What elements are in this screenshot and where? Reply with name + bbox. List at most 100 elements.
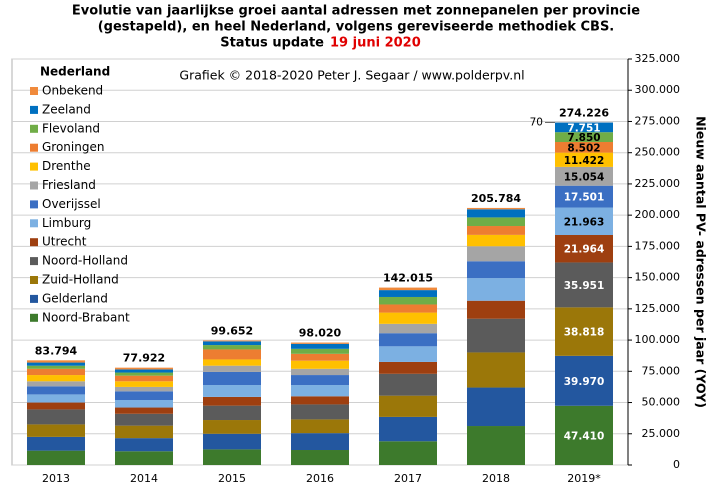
data-label: 7.850 bbox=[567, 132, 600, 144]
y-tick-label: 100.000 bbox=[635, 333, 681, 346]
data-label: 39.970 bbox=[564, 376, 605, 388]
bar-segment bbox=[27, 386, 85, 395]
legend-swatch bbox=[30, 143, 38, 152]
bar-segment bbox=[555, 207, 613, 236]
legend-label: Zeeland bbox=[42, 102, 91, 116]
bar-segment bbox=[379, 441, 437, 465]
chart-title: Evolutie van jaarlijkse groei aantal adr… bbox=[72, 4, 640, 19]
bar-segment bbox=[115, 369, 173, 373]
bar-segment bbox=[115, 400, 173, 408]
bar-segment bbox=[203, 405, 261, 421]
chart-title: Status update bbox=[220, 36, 324, 51]
legend-swatch bbox=[30, 276, 38, 284]
bar-segment bbox=[203, 396, 261, 406]
x-tick-label: 2016 bbox=[306, 472, 334, 485]
bar-segment bbox=[555, 405, 613, 465]
y-tick-label: 275.000 bbox=[635, 114, 681, 127]
y-tick-label: 150.000 bbox=[635, 271, 681, 284]
subtitle: Grafiek © 2018-2020 Peter J. Segaar / ww… bbox=[179, 68, 524, 83]
bar-segment bbox=[291, 450, 349, 465]
bar-segment bbox=[27, 362, 85, 366]
bar-segment bbox=[379, 373, 437, 396]
bar-segment bbox=[203, 371, 261, 386]
bar-segment bbox=[115, 451, 173, 465]
data-label: 17.501 bbox=[564, 192, 605, 204]
x-tick-label: 2019* bbox=[567, 472, 601, 485]
y-tick-label: 225.000 bbox=[635, 177, 681, 190]
bar-segment bbox=[467, 226, 525, 235]
bar-segment bbox=[291, 419, 349, 434]
bar-segment bbox=[291, 385, 349, 397]
total-label: 99.652 bbox=[211, 325, 253, 338]
bar-segment bbox=[27, 368, 85, 376]
chart-title: (gestapeld), en heel Nederland, volgens … bbox=[98, 20, 615, 35]
bar-segment bbox=[555, 355, 613, 406]
legend-swatch bbox=[30, 105, 38, 114]
x-tick-label: 2015 bbox=[218, 472, 246, 485]
bar-segment bbox=[555, 262, 613, 308]
bar-segment bbox=[467, 261, 525, 279]
data-label: 15.054 bbox=[564, 171, 605, 183]
y-tick-label: 300.000 bbox=[635, 83, 681, 96]
bar-segment bbox=[27, 450, 85, 465]
legend-swatch bbox=[30, 162, 38, 171]
legend-label: Flevoland bbox=[42, 121, 100, 135]
total-label: 83.794 bbox=[35, 344, 78, 357]
bar-segment bbox=[203, 449, 261, 465]
legend-label: Drenthe bbox=[42, 159, 91, 173]
bar-segment bbox=[291, 404, 349, 420]
legend-label: Noord-Holland bbox=[42, 254, 128, 268]
data-label: 70 bbox=[530, 116, 543, 128]
bar-segment bbox=[379, 290, 437, 297]
y-tick-label: 175.000 bbox=[635, 239, 681, 252]
bar-segment bbox=[291, 353, 349, 361]
bar-segment bbox=[291, 343, 349, 349]
data-label: 11.422 bbox=[564, 155, 605, 167]
bar-segment bbox=[291, 348, 349, 354]
bar-segment bbox=[27, 424, 85, 437]
y-tick-label: 25.000 bbox=[642, 427, 681, 440]
bar-segment bbox=[555, 166, 613, 186]
bar-segment bbox=[467, 209, 525, 218]
data-label: 7.751 bbox=[567, 122, 600, 134]
bar-segment bbox=[555, 307, 613, 356]
legend-swatch bbox=[30, 257, 38, 266]
bar-segment bbox=[27, 381, 85, 387]
legend-label: Zuid-Holland bbox=[42, 273, 119, 287]
bar-segment bbox=[203, 365, 261, 372]
bar-segment bbox=[291, 342, 349, 344]
legend-swatch bbox=[30, 87, 38, 95]
bar-segment bbox=[203, 341, 261, 346]
data-label: 8.502 bbox=[567, 142, 600, 154]
bar-segment bbox=[115, 425, 173, 439]
legend-swatch bbox=[30, 181, 38, 190]
bar-segment bbox=[291, 396, 349, 405]
bar-segment bbox=[379, 287, 437, 291]
bar-segment bbox=[555, 185, 613, 208]
bar-segment bbox=[555, 235, 613, 263]
bar-segment bbox=[27, 409, 85, 425]
bar-segment bbox=[379, 333, 437, 347]
total-label: 98.020 bbox=[299, 327, 342, 340]
legend-swatch bbox=[30, 294, 38, 303]
bar-segment bbox=[467, 246, 525, 262]
bar-segment bbox=[291, 360, 349, 369]
total-label: 77.922 bbox=[123, 352, 165, 365]
legend-swatch bbox=[30, 124, 38, 133]
bar-segment bbox=[467, 318, 525, 353]
bar-segment bbox=[379, 296, 437, 305]
bar-segment bbox=[115, 413, 173, 426]
y-tick-label: 50.000 bbox=[642, 396, 681, 409]
y-axis-label: Nieuw aantal PV- adressen per jaar (YOY) bbox=[694, 116, 709, 408]
legend-swatch bbox=[30, 200, 38, 209]
legend-swatch bbox=[30, 219, 38, 228]
bar-segment bbox=[203, 340, 261, 342]
y-tick-label: 325.000 bbox=[635, 52, 681, 65]
bar-segment bbox=[115, 407, 173, 414]
bar-segment bbox=[379, 323, 437, 334]
legend-label: Friesland bbox=[42, 178, 96, 192]
y-tick-label: 250.000 bbox=[635, 146, 681, 159]
legend-swatch bbox=[30, 238, 38, 247]
data-label: 35.951 bbox=[564, 280, 605, 292]
total-label: 205.784 bbox=[471, 192, 521, 205]
